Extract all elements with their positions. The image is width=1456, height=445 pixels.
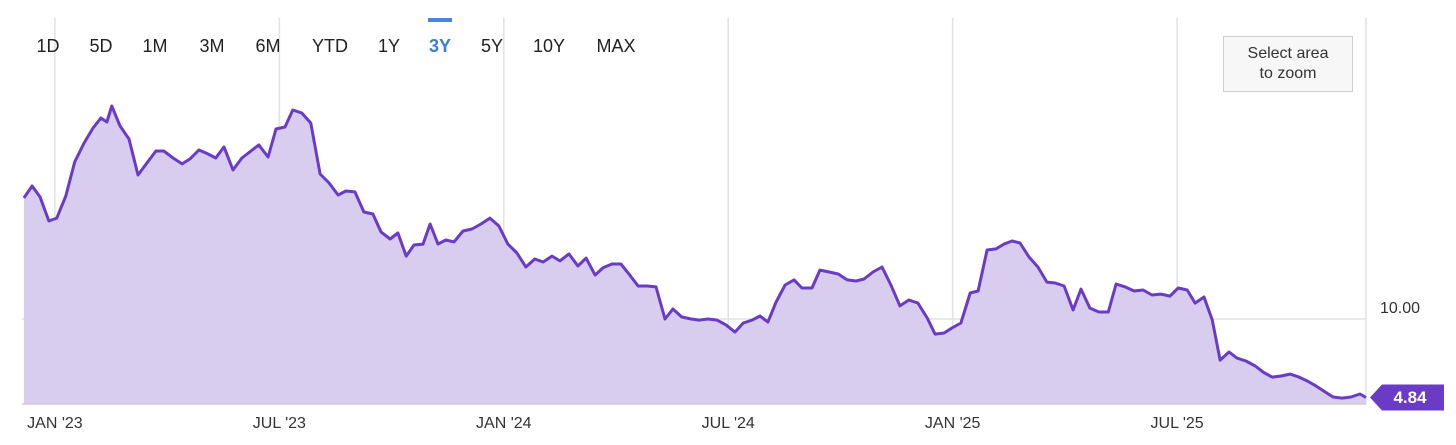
x-tick-label: JUL '25 bbox=[1151, 415, 1204, 432]
zoom-button[interactable]: Select area to zoom bbox=[1223, 36, 1353, 92]
range-button[interactable]: 5D bbox=[89, 36, 112, 56]
x-tick-label: JAN '24 bbox=[476, 415, 532, 432]
range-button[interactable]: 10Y bbox=[533, 36, 565, 56]
range-button[interactable]: MAX bbox=[596, 36, 635, 56]
range-button[interactable]: 5Y bbox=[481, 36, 503, 56]
x-tick-label: JAN '23 bbox=[27, 415, 83, 432]
x-tick-label: JAN '25 bbox=[925, 415, 981, 432]
selected-indicator bbox=[428, 18, 452, 22]
y-tick-label: 10.00 bbox=[1380, 300, 1420, 317]
range-button[interactable]: 6M bbox=[255, 36, 280, 56]
range-button[interactable]: YTD bbox=[312, 36, 348, 56]
x-tick-label: JUL '24 bbox=[702, 415, 755, 432]
range-button[interactable]: 1Y bbox=[378, 36, 400, 56]
range-button[interactable]: 1M bbox=[142, 36, 167, 56]
last-value-label: 4.84 bbox=[1393, 388, 1427, 407]
zoom-label: Select area to zoom bbox=[1247, 45, 1329, 82]
range-button[interactable]: 3Y bbox=[429, 36, 451, 56]
range-button[interactable]: 1D bbox=[36, 36, 59, 56]
last-value-badge bbox=[1370, 384, 1444, 411]
price-line bbox=[22, 104, 1367, 400]
area-fill bbox=[23, 106, 1366, 404]
x-tick-label: JUL '23 bbox=[253, 415, 306, 432]
range-button[interactable]: 3M bbox=[199, 36, 224, 56]
